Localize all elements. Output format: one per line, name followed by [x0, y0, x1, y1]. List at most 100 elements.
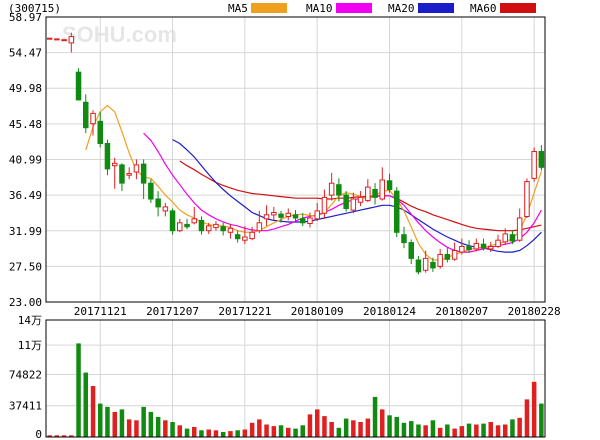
volume-bar	[351, 420, 356, 437]
candle-body	[531, 151, 537, 179]
volume-grid	[46, 344, 545, 407]
volume-bar	[61, 435, 67, 437]
candle-body	[444, 254, 451, 260]
candle	[206, 222, 212, 234]
candle	[437, 248, 443, 269]
volume-tick-label: 74822	[9, 368, 42, 381]
candle	[249, 226, 255, 241]
candle-body	[357, 196, 364, 203]
candle-body	[90, 112, 96, 125]
candle-body	[155, 198, 161, 208]
price-grid	[46, 17, 545, 437]
candle-body	[292, 214, 299, 219]
volume-bar	[423, 425, 428, 437]
volume-bar	[228, 431, 233, 437]
volume-bar	[112, 411, 117, 437]
date-tick-label: 20180124	[363, 305, 416, 318]
candle-body	[415, 259, 422, 273]
legend-label-ma10: MA10	[306, 2, 333, 15]
price-panel-frame	[45, 16, 546, 303]
volume-bar	[322, 416, 327, 437]
candle-body	[263, 214, 270, 220]
candle	[466, 240, 472, 253]
candle-body	[278, 213, 284, 218]
candle-body	[314, 210, 320, 220]
candle	[169, 208, 176, 235]
candle-body	[509, 234, 516, 242]
candle	[112, 157, 118, 189]
volume-bar	[126, 419, 132, 437]
candle	[314, 202, 320, 222]
candle	[343, 191, 349, 212]
candle-body	[328, 182, 335, 196]
candle-body	[140, 163, 147, 184]
volume-bar	[141, 406, 146, 437]
date-tick-label: 20180228	[508, 305, 561, 318]
candle-body	[184, 223, 190, 228]
candle	[459, 238, 465, 255]
candle-body	[75, 71, 82, 101]
candle	[473, 238, 480, 252]
candle	[502, 228, 508, 245]
price-tick-label: 27.50	[9, 260, 42, 273]
volume-bar	[416, 424, 421, 437]
candle	[68, 32, 75, 53]
volume-bar	[394, 416, 399, 437]
candle	[61, 39, 67, 42]
volume-tick-label: 14万	[18, 314, 42, 327]
candle	[350, 192, 357, 214]
candle-body	[502, 233, 508, 243]
candle	[256, 210, 263, 234]
candle	[401, 226, 407, 249]
price-axis: 58.97 54.47 49.98 45.48 40.99 36.49 31.99 27.50…	[9, 11, 42, 309]
candle-body	[61, 39, 67, 42]
candle	[408, 239, 414, 264]
volume-tick-label: 37411	[9, 400, 42, 413]
candle	[379, 167, 385, 201]
candle	[83, 94, 89, 134]
legend-label-ma5: MA5	[228, 2, 248, 15]
candle	[321, 189, 328, 219]
candle-body	[227, 227, 234, 233]
volume-bar	[264, 424, 269, 437]
volume-bar	[503, 424, 508, 437]
volume-bar	[430, 420, 436, 437]
candle	[162, 202, 169, 217]
candle	[54, 38, 60, 41]
volume-bar	[517, 417, 522, 437]
candle	[148, 179, 154, 203]
volume-bar	[192, 427, 197, 437]
candle	[292, 210, 299, 223]
candle-body	[394, 190, 400, 233]
candle-body	[46, 37, 53, 40]
volume-bar	[98, 403, 103, 437]
candle	[372, 183, 378, 205]
volume-bar	[372, 396, 378, 437]
candle-body	[300, 218, 306, 224]
volume-bar	[315, 409, 320, 437]
volume-bar	[54, 435, 60, 437]
volume-bar	[445, 424, 450, 437]
volume-bar	[76, 343, 81, 437]
candle-body	[148, 182, 154, 200]
candle	[538, 145, 545, 171]
legend-swatch-ma5	[251, 3, 287, 13]
candle-body	[473, 242, 480, 250]
candle	[242, 225, 248, 245]
candle	[46, 37, 53, 40]
price-tick-label: 40.99	[9, 153, 42, 166]
volume-bar	[69, 435, 74, 437]
candle	[394, 187, 400, 238]
candle-body	[162, 206, 169, 212]
candle	[386, 173, 393, 193]
candle	[415, 256, 422, 275]
volume-bar	[481, 423, 486, 437]
candle-body	[459, 246, 465, 253]
candle-body	[495, 239, 501, 247]
price-tick-label: 54.47	[9, 47, 42, 60]
volume-bar	[409, 421, 414, 437]
candle	[451, 242, 458, 261]
volume-bar	[343, 418, 349, 437]
candle-body	[242, 236, 248, 241]
